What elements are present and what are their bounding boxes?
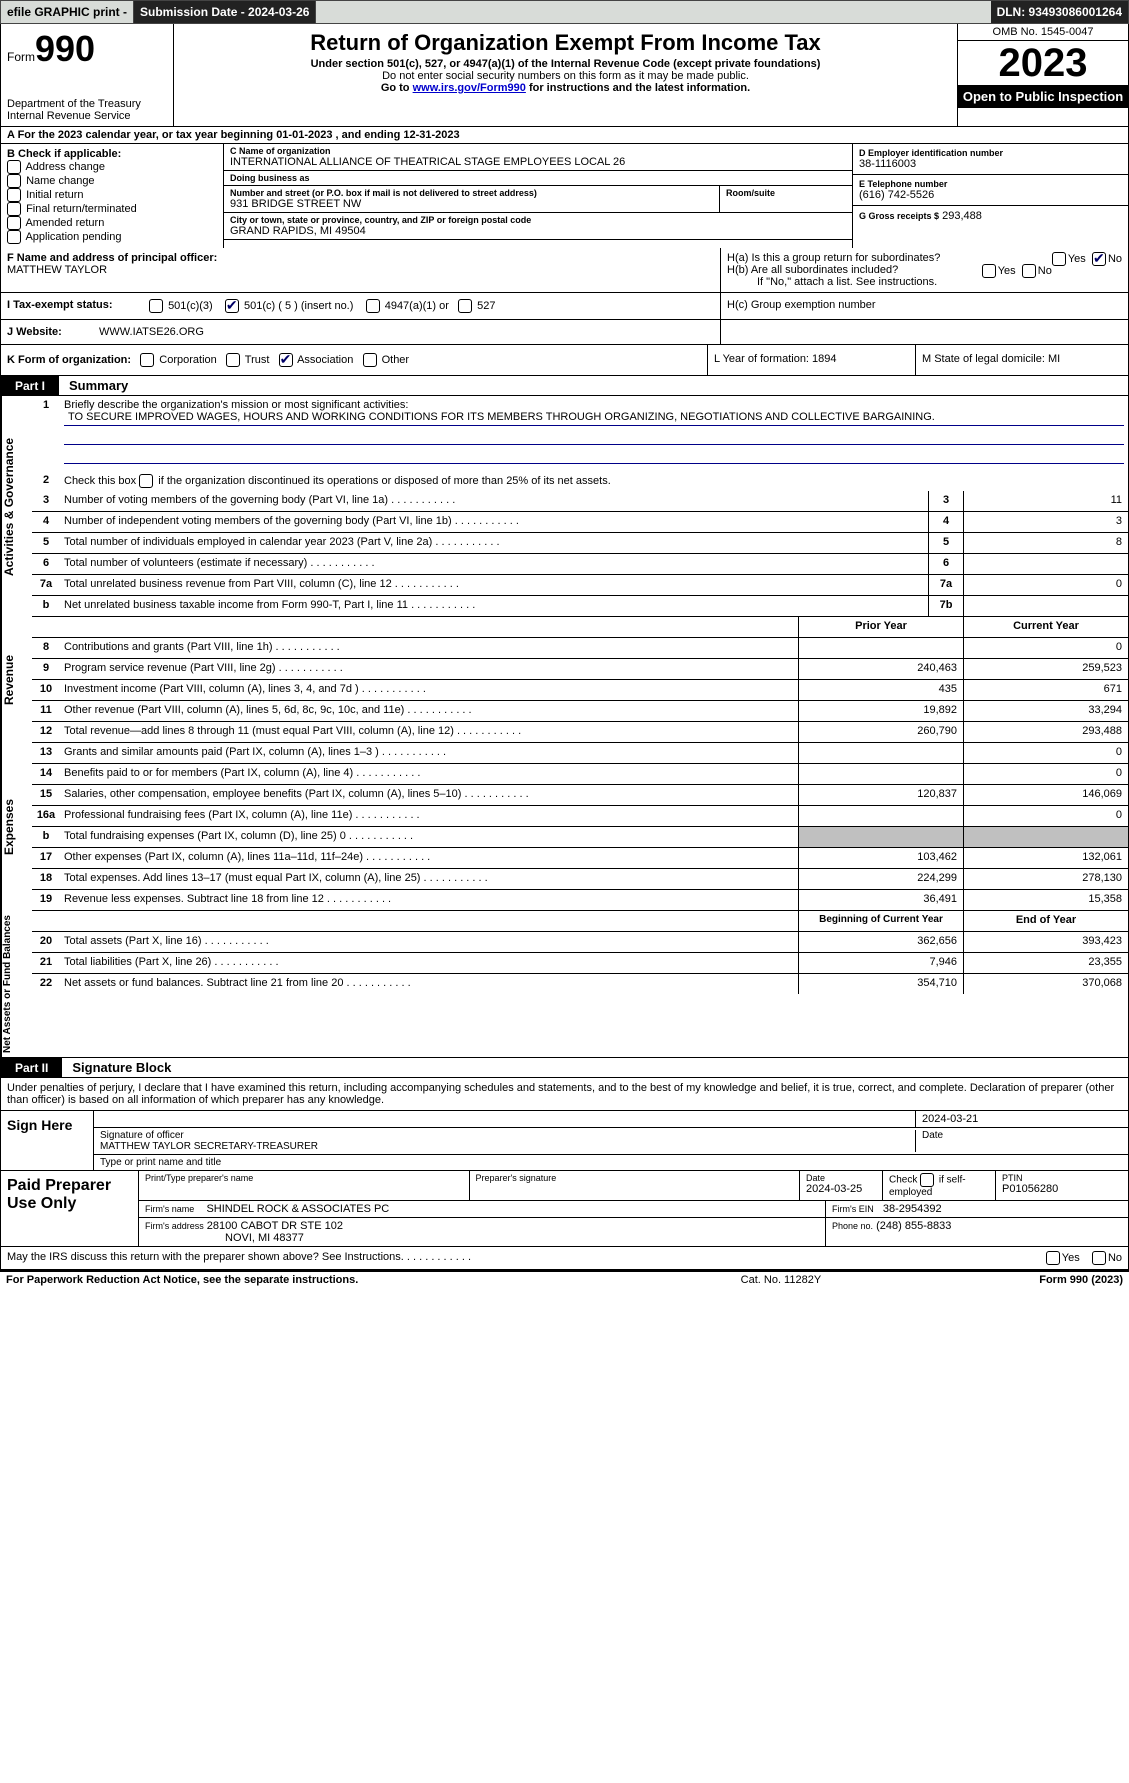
chk-501c[interactable] (225, 299, 239, 313)
ha-no[interactable] (1092, 252, 1106, 266)
top-bar: efile GRAPHIC print - Submission Date - … (0, 0, 1129, 24)
year-formation: L Year of formation: 1894 (707, 345, 915, 375)
principal-officer: MATTHEW TAYLOR (7, 264, 107, 276)
summary-governance: Activities & Governance 1 Briefly descri… (0, 396, 1129, 617)
hb-yes[interactable] (982, 264, 996, 278)
discuss-row: May the IRS discuss this return with the… (0, 1247, 1129, 1270)
chk-name-change[interactable] (7, 174, 21, 188)
table-row: 17Other expenses (Part IX, column (A), l… (32, 848, 1128, 869)
summary-expenses: Expenses 13Grants and similar amounts pa… (0, 743, 1129, 911)
irs-label: Internal Revenue Service (7, 110, 167, 122)
table-row: 6Total number of volunteers (estimate if… (32, 554, 1128, 575)
form-label: Form (7, 50, 35, 64)
omb-number: OMB No. 1545-0047 (958, 24, 1128, 41)
part1-header: Part I Summary (0, 376, 1129, 396)
table-row: 11Other revenue (Part VIII, column (A), … (32, 701, 1128, 722)
ptin: P01056280 (1002, 1183, 1058, 1195)
table-row: 22Net assets or fund balances. Subtract … (32, 974, 1128, 994)
page-footer: For Paperwork Reduction Act Notice, see … (0, 1270, 1129, 1288)
discuss-yes[interactable] (1046, 1251, 1060, 1265)
col-d-ids: D Employer identification number 38-1116… (852, 144, 1128, 248)
table-row: bTotal fundraising expenses (Part IX, co… (32, 827, 1128, 848)
block-bcd: B Check if applicable: Address change Na… (0, 144, 1129, 248)
table-row: 20Total assets (Part X, line 16)362,6563… (32, 932, 1128, 953)
chk-discontinued[interactable] (139, 474, 153, 488)
form-header: Form990 Department of the Treasury Inter… (0, 24, 1129, 127)
row-fh: F Name and address of principal officer:… (0, 248, 1129, 293)
irs-link[interactable]: www.irs.gov/Form990 (413, 82, 526, 94)
table-row: 12Total revenue—add lines 8 through 11 (… (32, 722, 1128, 743)
firm-address: 28100 CABOT DR STE 102 (207, 1220, 343, 1232)
chk-corp[interactable] (140, 353, 154, 367)
table-row: 4Number of independent voting members of… (32, 512, 1128, 533)
table-row: 10Investment income (Part VIII, column (… (32, 680, 1128, 701)
hb-no[interactable] (1022, 264, 1036, 278)
table-row: 3Number of voting members of the governi… (32, 491, 1128, 512)
chk-trust[interactable] (226, 353, 240, 367)
summary-revenue: Revenue Prior Year Current Year 8Contrib… (0, 617, 1129, 743)
state-domicile: M State of legal domicile: MI (915, 345, 1128, 375)
form-title: Return of Organization Exempt From Incom… (178, 30, 953, 56)
submission-date: Submission Date - 2024-03-26 (134, 1, 316, 23)
city-state-zip: GRAND RAPIDS, MI 49504 (230, 225, 846, 237)
paid-preparer-block: Paid Preparer Use Only Print/Type prepar… (0, 1171, 1129, 1247)
chk-501c3[interactable] (149, 299, 163, 313)
signature-block: Under penalties of perjury, I declare th… (0, 1078, 1129, 1171)
chk-final-return[interactable] (7, 202, 21, 216)
firm-phone: (248) 855-8833 (876, 1220, 951, 1232)
gross-receipts: 293,488 (942, 210, 982, 222)
chk-other[interactable] (363, 353, 377, 367)
table-row: 8Contributions and grants (Part VIII, li… (32, 638, 1128, 659)
table-row: 18Total expenses. Add lines 13–17 (must … (32, 869, 1128, 890)
row-j-website: J Website: WWW.IATSE26.ORG (0, 320, 1129, 345)
table-row: 9Program service revenue (Part VIII, lin… (32, 659, 1128, 680)
col-b-checkboxes: B Check if applicable: Address change Na… (1, 144, 224, 248)
summary-net-assets: Net Assets or Fund Balances Beginning of… (0, 911, 1129, 1058)
part2-header: Part II Signature Block (0, 1058, 1129, 1078)
subtitle-1: Under section 501(c), 527, or 4947(a)(1)… (178, 58, 953, 70)
org-name: INTERNATIONAL ALLIANCE OF THEATRICAL STA… (230, 156, 846, 168)
officer-name: MATTHEW TAYLOR SECRETARY-TREASURER (100, 1141, 318, 1152)
dln: DLN: 93493086001264 (991, 1, 1128, 23)
efile-label: efile GRAPHIC print - (1, 1, 134, 23)
chk-address-change[interactable] (7, 160, 21, 174)
mission-statement: TO SECURE IMPROVED WAGES, HOURS AND WORK… (64, 411, 1124, 426)
chk-4947[interactable] (366, 299, 380, 313)
ha-yes[interactable] (1052, 252, 1066, 266)
row-i-tax-status: I Tax-exempt status: 501(c)(3) 501(c) ( … (0, 293, 1129, 320)
row-a-period: A For the 2023 calendar year, or tax yea… (0, 127, 1129, 144)
table-row: 14Benefits paid to or for members (Part … (32, 764, 1128, 785)
table-row: 5Total number of individuals employed in… (32, 533, 1128, 554)
website: WWW.IATSE26.ORG (93, 320, 720, 344)
chk-527[interactable] (458, 299, 472, 313)
form-number: 990 (35, 28, 95, 69)
row-k-formorg: K Form of organization: Corporation Trus… (0, 345, 1129, 376)
telephone: (616) 742-5526 (859, 189, 1122, 201)
dept-treasury: Department of the Treasury (7, 98, 167, 110)
sign-date: 2024-03-21 (915, 1111, 1128, 1127)
chk-assoc[interactable] (279, 353, 293, 367)
table-row: 16aProfessional fundraising fees (Part I… (32, 806, 1128, 827)
open-public-inspection: Open to Public Inspection (958, 85, 1128, 108)
table-row: 15Salaries, other compensation, employee… (32, 785, 1128, 806)
col-c-org-info: C Name of organization INTERNATIONAL ALL… (224, 144, 852, 248)
firm-ein: 38-2954392 (883, 1203, 942, 1215)
table-row: 7aTotal unrelated business revenue from … (32, 575, 1128, 596)
tax-year: 2023 (958, 41, 1128, 85)
table-row: 21Total liabilities (Part X, line 26)7,9… (32, 953, 1128, 974)
chk-amended[interactable] (7, 216, 21, 230)
street-address: 931 BRIDGE STREET NW (230, 198, 713, 210)
table-row: bNet unrelated business taxable income f… (32, 596, 1128, 617)
table-row: 13Grants and similar amounts paid (Part … (32, 743, 1128, 764)
subtitle-2: Do not enter social security numbers on … (178, 70, 953, 82)
discuss-no[interactable] (1092, 1251, 1106, 1265)
table-row: 19Revenue less expenses. Subtract line 1… (32, 890, 1128, 911)
firm-name: SHINDEL ROCK & ASSOCIATES PC (206, 1203, 389, 1215)
chk-initial-return[interactable] (7, 188, 21, 202)
chk-self-employed[interactable] (920, 1173, 934, 1187)
ein: 38-1116003 (859, 158, 1122, 170)
chk-app-pending[interactable] (7, 230, 21, 244)
